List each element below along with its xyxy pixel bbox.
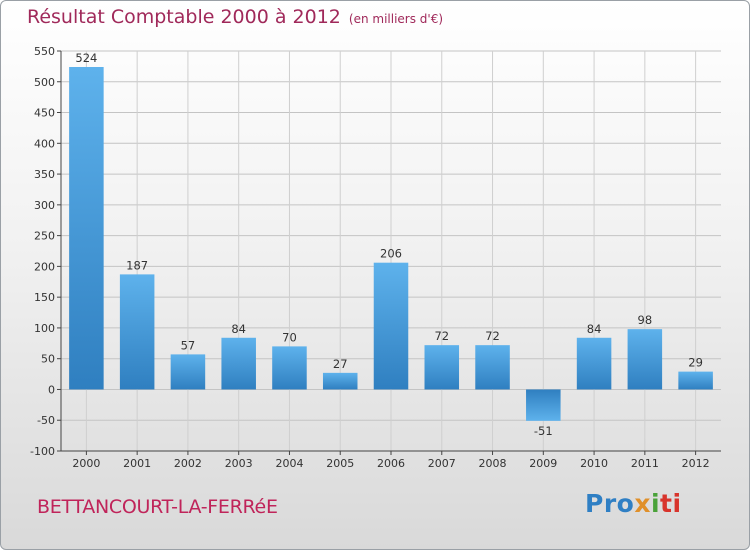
bar-2004 <box>272 346 307 390</box>
value-label-2006: 206 <box>380 247 402 261</box>
bar-2007 <box>424 345 460 390</box>
value-label-2009: -51 <box>534 424 553 438</box>
value-label-2012: 29 <box>688 356 703 370</box>
commune-name: BETTANCOURT-LA-FERRéE <box>37 496 278 518</box>
bar-2012 <box>678 371 713 390</box>
y-tick-label: 450 <box>34 107 55 120</box>
logo-part-3: i <box>650 489 661 518</box>
value-label-2010: 84 <box>587 322 602 336</box>
y-tick-label: 0 <box>48 383 55 396</box>
value-label-2008: 72 <box>485 329 500 343</box>
x-tick-label-2003: 2003 <box>225 457 253 470</box>
value-label-2011: 98 <box>638 313 653 327</box>
y-tick-label: 500 <box>34 76 55 89</box>
title-text: Résultat Comptable 2000 à 2012 <box>27 6 341 28</box>
x-tick-label-2004: 2004 <box>275 457 303 470</box>
y-tick-label: 550 <box>34 45 55 58</box>
y-tick-label: 50 <box>41 353 55 366</box>
x-tick-label-2007: 2007 <box>428 457 456 470</box>
bar-2000 <box>69 67 104 390</box>
x-tick-label-2005: 2005 <box>326 457 354 470</box>
chart-subtitle: (en milliers d'€) <box>348 12 444 26</box>
bar-2003 <box>221 337 256 390</box>
y-tick-label: 150 <box>34 291 55 304</box>
value-label-2003: 84 <box>231 322 246 336</box>
x-tick-label-2012: 2012 <box>682 457 710 470</box>
y-tick-label: 200 <box>34 260 55 273</box>
bar-2006 <box>373 262 409 390</box>
axes: -100 -50 0 50 100 150 200 250 300 350 400 450 500 550… <box>30 45 721 470</box>
bar-2001 <box>119 274 155 390</box>
bar-2005 <box>322 372 358 390</box>
logo-part-1: Pro <box>585 489 635 518</box>
y-tick-label: -100 <box>30 445 55 458</box>
x-tick-label-2002: 2002 <box>174 457 202 470</box>
x-tick-label-2006: 2006 <box>377 457 405 470</box>
value-label-2000: 524 <box>75 51 97 65</box>
y-tick-label: -50 <box>37 414 55 427</box>
x-tick-label-2008: 2008 <box>479 457 507 470</box>
value-label-2002: 57 <box>181 338 196 352</box>
y-tick-label: 350 <box>34 168 55 181</box>
value-label-2001: 187 <box>126 258 148 272</box>
x-tick-label-2009: 2009 <box>529 457 557 470</box>
x-tick-label-2011: 2011 <box>631 457 659 470</box>
logo-part-4: ti <box>660 489 682 518</box>
value-label-2005: 27 <box>333 357 348 371</box>
x-tick-label-2001: 2001 <box>123 457 151 470</box>
x-tick-label-2000: 2000 <box>72 457 100 470</box>
value-label-2004: 70 <box>282 330 297 344</box>
proxiti-logo: Proxiti <box>585 489 682 518</box>
bar-2009 <box>526 389 561 421</box>
bar-2010 <box>576 337 612 390</box>
bar-2008 <box>475 345 510 390</box>
bar-2002 <box>170 354 206 390</box>
value-label-2007: 72 <box>434 329 449 343</box>
y-tick-label: 300 <box>34 199 55 212</box>
y-tick-label: 400 <box>34 137 55 150</box>
y-tick-label: 100 <box>34 322 55 335</box>
logo-part-2: x <box>634 489 651 518</box>
chart-title: Résultat Comptable 2000 à 2012 (en millie… <box>27 6 443 28</box>
bar-2011 <box>627 329 663 390</box>
x-tick-label-2010: 2010 <box>580 457 608 470</box>
y-tick-label: 250 <box>34 230 55 243</box>
bars: 524 187 57 84 70 27 206 72 72 -51 84 98 29 <box>69 51 713 438</box>
